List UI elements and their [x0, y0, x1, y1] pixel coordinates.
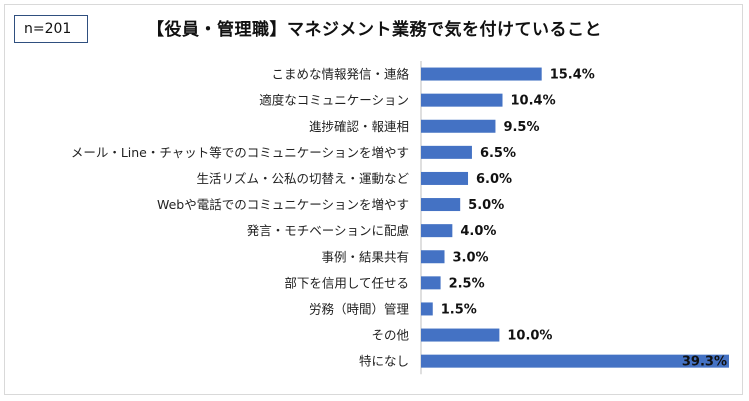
category-label: 労務（時間）管理 — [309, 301, 410, 316]
value-label: 5.0% — [468, 198, 504, 213]
category-label: Webや電話でのコミュニケーションを増やす — [157, 197, 409, 212]
bar — [421, 67, 542, 81]
category-label: 生活リズム・公私の切替え・運動など — [196, 171, 409, 186]
value-label: 6.0% — [476, 172, 512, 187]
category-label: その他 — [371, 328, 409, 343]
value-label: 39.3% — [682, 355, 727, 370]
category-label: こまめな情報発信・連絡 — [271, 67, 409, 82]
value-label: 9.5% — [503, 120, 539, 135]
category-label: メール・Line・チャット等でのコミュニケーションを増やす — [71, 145, 409, 160]
chart-title: 【役員・管理職】マネジメント業務で気を付けていること — [147, 20, 602, 40]
sample-size-label: n=201 — [14, 15, 88, 43]
category-label: 進捗確認・報連相 — [309, 119, 409, 134]
bar — [421, 224, 453, 238]
chart-frame — [4, 4, 743, 395]
value-label: 10.0% — [507, 329, 552, 344]
value-label: 3.0% — [453, 250, 489, 265]
category-label: 適度なコミュニケーション — [259, 93, 409, 108]
bar — [421, 171, 469, 185]
bar — [421, 328, 500, 342]
value-label: 15.4% — [550, 68, 595, 83]
value-label: 10.4% — [511, 94, 556, 109]
category-label: 発言・モチベーションに配慮 — [247, 223, 409, 238]
bar — [421, 119, 496, 133]
category-label: 部下を信用して任せる — [284, 275, 409, 290]
value-label: 4.0% — [460, 224, 496, 239]
bar — [421, 250, 445, 264]
bar — [421, 93, 503, 107]
category-label: 特になし — [359, 354, 409, 369]
bar — [421, 198, 461, 212]
value-label: 1.5% — [441, 302, 477, 317]
value-label: 6.5% — [480, 146, 516, 161]
bar — [421, 276, 441, 290]
bar — [421, 145, 472, 159]
bar — [421, 354, 729, 368]
value-label: 2.5% — [449, 276, 485, 291]
category-label: 事例・結果共有 — [321, 249, 409, 264]
bar — [421, 302, 433, 316]
